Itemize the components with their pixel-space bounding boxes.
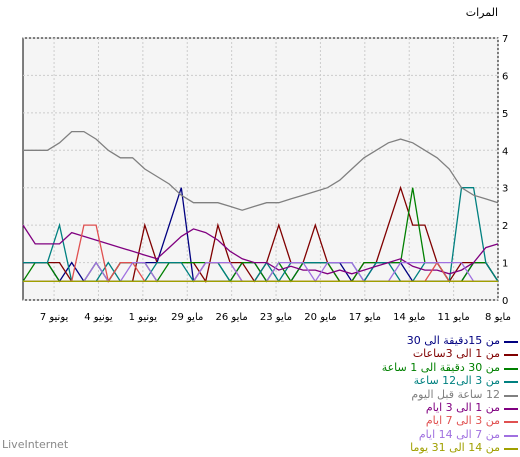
x-tick-label: 7 يونيو xyxy=(40,312,69,323)
x-tick-label: 11 مايو xyxy=(437,312,469,323)
x-tick-label: 29 مايو xyxy=(171,312,203,323)
legend-swatch xyxy=(504,354,518,357)
y-tick-label: 0 xyxy=(502,296,508,307)
legend-item: من 7 الى 14 ايام xyxy=(300,427,518,441)
x-tick-label: 17 مايو xyxy=(349,312,381,323)
y-tick-label: 6 xyxy=(502,71,508,82)
legend-item: من 1 الى 3 ايام xyxy=(300,400,518,414)
legend-swatch xyxy=(504,367,518,370)
legend-label: من 3 الى 7 ايام xyxy=(425,414,500,428)
series-line-5 xyxy=(22,224,499,275)
legend-item: من 14 الى 31 يوما xyxy=(300,441,518,455)
x-tick-label: 23 مايو xyxy=(260,312,292,323)
legend-swatch xyxy=(504,341,518,343)
y-axis-ticks: 0 1 2 3 4 5 6 7 xyxy=(502,34,508,307)
x-tick-label: 20 مايو xyxy=(304,312,336,323)
legend-label: 12 ساعة قبل اليوم xyxy=(411,387,500,401)
legend-item: من 30 دقيقة الى 1 ساعة xyxy=(300,360,518,374)
legend-label: من 15دقيقة الى 30 xyxy=(406,334,500,347)
x-tick-label: 1 يونيو xyxy=(129,312,158,323)
x-tick-label: 4 يونيو xyxy=(84,312,113,323)
x-tick-label: 26 مايو xyxy=(216,312,248,323)
legend-swatch xyxy=(504,421,518,424)
legend-label: من 14 الى 31 يوما xyxy=(410,441,500,455)
y-tick-label: 5 xyxy=(502,109,508,120)
legend-label: من 1 الى 3 ايام xyxy=(425,400,500,414)
y-tick-label: 1 xyxy=(502,259,508,270)
y-tick-label: 7 xyxy=(502,34,508,45)
footer-brand: LiveInternet xyxy=(2,438,69,451)
legend-item: من 3 الى 7 ايام xyxy=(300,414,518,428)
y-tick-label: 4 xyxy=(502,146,508,157)
y-tick-label: 3 xyxy=(502,184,508,195)
legend-swatch xyxy=(504,394,518,397)
legend-item: من 3 الى12 ساعة xyxy=(300,374,518,388)
x-axis-ticks: 8 مايو 11 مايو 14 مايو 17 مايو 20 مايو 23 ماي… xyxy=(40,312,511,323)
legend-swatch xyxy=(504,448,518,451)
legend: من 15دقيقة الى 30 من 1 الى 3ساعات من 30 دق… xyxy=(300,334,518,455)
x-tick-label: 14 مايو xyxy=(393,312,425,323)
legend-swatch xyxy=(504,407,518,410)
legend-item: 12 ساعة قبل اليوم xyxy=(300,387,518,401)
y-axis-label: المرات xyxy=(466,6,498,19)
legend-label: من 3 الى12 ساعة xyxy=(413,374,500,388)
legend-label: من 30 دقيقة الى 1 ساعة xyxy=(381,360,500,374)
plot-area xyxy=(22,37,499,301)
x-tick-label: 8 مايو xyxy=(485,312,511,323)
legend-swatch xyxy=(504,434,518,437)
series-lines xyxy=(22,130,499,284)
legend-item: من 1 الى 3ساعات xyxy=(300,347,518,361)
legend-label: من 7 الى 14 ايام xyxy=(418,427,500,441)
legend-label: من 1 الى 3ساعات xyxy=(412,347,500,361)
series-line-4 xyxy=(23,130,499,211)
legend-swatch xyxy=(504,381,518,384)
y-tick-label: 2 xyxy=(502,221,508,232)
visits-line-chart: 0 1 2 3 4 5 6 7 8 مايو 11 مايو 14 مايو 17 مايو 20 م… xyxy=(22,6,511,323)
legend-item: من 15دقيقة الى 30 xyxy=(300,334,518,347)
